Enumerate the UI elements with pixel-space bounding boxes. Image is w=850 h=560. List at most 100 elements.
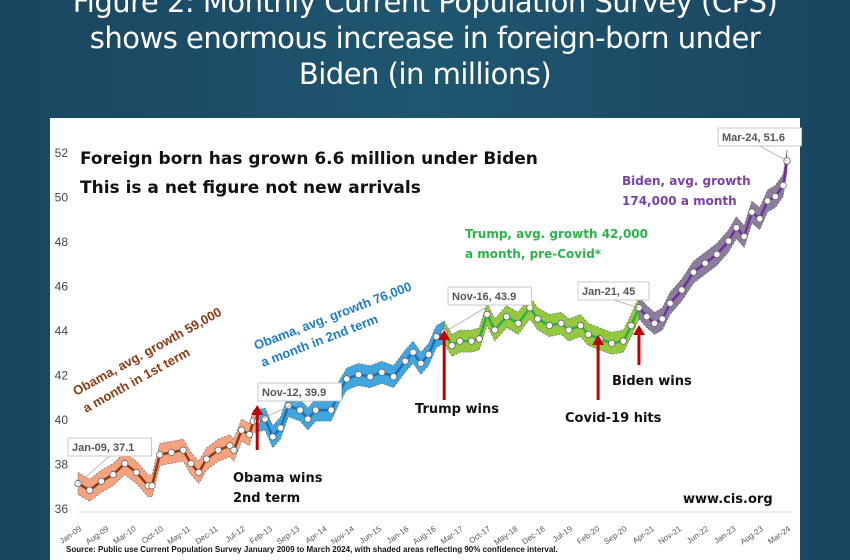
data-point bbox=[230, 446, 238, 454]
point-label-leader bbox=[77, 455, 111, 484]
x-tick-label: Jan-09 bbox=[58, 524, 84, 546]
point-label-leader bbox=[257, 400, 300, 422]
data-point bbox=[467, 337, 476, 345]
data-point bbox=[514, 319, 522, 327]
data-point bbox=[354, 370, 363, 379]
data-point bbox=[475, 335, 483, 343]
x-tick-label: Jul-12 bbox=[224, 524, 247, 544]
data-point bbox=[456, 337, 464, 345]
data-point bbox=[483, 310, 491, 319]
point-label: Nov-12, 39.9 bbox=[262, 387, 326, 399]
x-tick-label: Mar-24 bbox=[766, 524, 792, 546]
data-point bbox=[779, 181, 787, 189]
period-annotation: Obama, avg. growth 59,000 bbox=[70, 304, 224, 398]
point-label-leader bbox=[613, 299, 640, 309]
slide-title-line-2: shows enormous increase in foreign-born … bbox=[89, 21, 761, 55]
slide-title-line-1: Figure 2: Monthly Current Population Sur… bbox=[72, 0, 778, 19]
data-point bbox=[748, 208, 756, 216]
data-point bbox=[167, 448, 176, 456]
data-point bbox=[132, 468, 141, 476]
data-point bbox=[732, 224, 740, 232]
period-annotation: Biden, avg. growth bbox=[622, 174, 751, 188]
data-point bbox=[689, 268, 698, 276]
confidence-band bbox=[443, 296, 640, 357]
data-point bbox=[121, 459, 129, 468]
data-point bbox=[86, 486, 94, 494]
data-point bbox=[650, 319, 659, 327]
x-tick-label: Sep-20 bbox=[602, 524, 629, 546]
event-label: Biden wins bbox=[612, 374, 692, 389]
confidence-band bbox=[77, 409, 258, 502]
event-label: Trump wins bbox=[415, 402, 499, 417]
point-label: Mar-24, 51.6 bbox=[722, 132, 785, 144]
event-label: Covid-19 hits bbox=[565, 411, 662, 426]
slide-title-line-3: Biden (in millions) bbox=[298, 57, 552, 91]
data-point bbox=[545, 321, 553, 330]
data-point bbox=[448, 341, 456, 350]
data-point bbox=[756, 215, 764, 223]
x-tick-label: Feb-20 bbox=[575, 524, 601, 546]
data-point bbox=[666, 299, 674, 307]
data-point bbox=[378, 368, 386, 376]
data-point bbox=[713, 250, 721, 258]
point-label-leader bbox=[759, 145, 788, 162]
data-point bbox=[724, 237, 733, 245]
data-point bbox=[678, 286, 686, 294]
x-tick-label: Oct-17 bbox=[467, 524, 492, 545]
x-tick-label: Jan-23 bbox=[712, 524, 738, 546]
confidence-band bbox=[638, 149, 788, 335]
data-point bbox=[214, 446, 222, 454]
x-tick-label: Mar-10 bbox=[112, 524, 138, 546]
source-note: Source: Public use Current Population Su… bbox=[66, 545, 558, 554]
data-point bbox=[109, 471, 117, 479]
data-point bbox=[658, 315, 666, 323]
point-label-box bbox=[67, 437, 152, 457]
event-label: 2nd term bbox=[233, 491, 300, 506]
data-point bbox=[389, 373, 398, 381]
data-point bbox=[576, 321, 585, 330]
x-tick-label: Mar-17 bbox=[439, 524, 465, 546]
website-label: www.cis.org bbox=[683, 492, 773, 507]
data-point bbox=[565, 326, 573, 334]
arrow-head-icon bbox=[592, 335, 605, 345]
data-point bbox=[417, 359, 425, 367]
data-point bbox=[312, 406, 320, 414]
arrow-head-icon bbox=[438, 330, 451, 340]
data-point bbox=[409, 348, 417, 356]
point-label: Jan-09, 37.1 bbox=[72, 442, 134, 454]
data-point bbox=[366, 373, 374, 381]
data-point bbox=[179, 446, 187, 454]
y-tick-label: 36 bbox=[55, 502, 69, 516]
x-tick-label: Dec-11 bbox=[194, 524, 220, 546]
point-label: Nov-16, 43.9 bbox=[452, 291, 516, 303]
data-point bbox=[97, 477, 105, 485]
data-point bbox=[526, 304, 534, 312]
x-tick-label: Dec-18 bbox=[520, 524, 547, 546]
x-tick-label: Jun-22 bbox=[685, 524, 711, 546]
data-point bbox=[619, 337, 627, 345]
data-point bbox=[608, 339, 616, 347]
x-tick-label: May-11 bbox=[166, 524, 193, 547]
period-annotation: Trump, avg. growth 42,000 bbox=[465, 227, 648, 241]
data-point bbox=[740, 232, 748, 241]
data-point bbox=[701, 259, 709, 267]
data-point bbox=[156, 450, 164, 459]
data-point bbox=[763, 197, 772, 205]
x-tick-label: Jul-19 bbox=[551, 524, 574, 544]
point-label-leader bbox=[443, 304, 491, 333]
data-point bbox=[534, 315, 542, 323]
point-label: Jan-21, 45 bbox=[582, 286, 635, 298]
data-point bbox=[425, 350, 433, 359]
chart-headline: This is a net figure not new arrivals bbox=[80, 178, 421, 198]
chart-headline: Foreign born has grown 6.6 million under… bbox=[80, 149, 538, 169]
point-label-box bbox=[717, 127, 802, 147]
data-point bbox=[491, 326, 499, 334]
data-point bbox=[245, 430, 254, 439]
point-label-box bbox=[257, 382, 342, 402]
y-tick-label: 40 bbox=[55, 413, 69, 427]
arrow-head-icon bbox=[632, 325, 645, 335]
data-point bbox=[401, 357, 409, 365]
y-tick-label: 42 bbox=[55, 369, 69, 383]
data-point bbox=[432, 333, 440, 341]
